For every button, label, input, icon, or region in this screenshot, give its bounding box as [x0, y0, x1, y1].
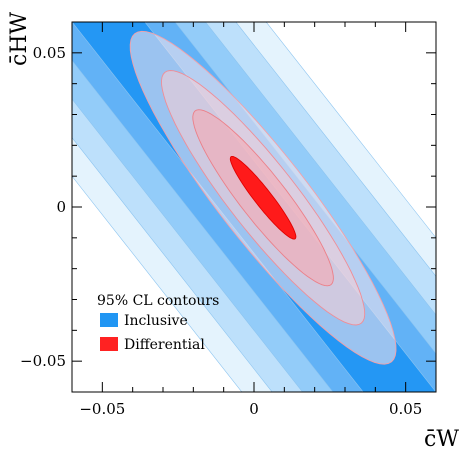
- x-axis-label: c̄W: [424, 427, 459, 452]
- legend-label-differential: Differential: [124, 337, 205, 353]
- axis-ticks: −0.05 0 0.05 −0.05 0 0.05: [20, 21, 437, 418]
- y-tick-label: −0.05: [20, 352, 66, 370]
- legend-title: 95% CL contours: [97, 293, 219, 309]
- legend-label-inclusive: Inclusive: [124, 313, 188, 329]
- differential-contour-4: [229, 155, 297, 240]
- x-tick-label: 0.05: [389, 400, 422, 418]
- legend-swatch-differential: [100, 337, 118, 351]
- legend-swatch-inclusive: [100, 313, 118, 327]
- x-tick-label: −0.05: [79, 400, 125, 418]
- legend: 95% CL contours Inclusive Differential: [97, 293, 219, 353]
- y-axis-label: c̄HW: [7, 11, 32, 66]
- x-tick-label: 0: [249, 400, 259, 418]
- y-tick-label: 0.05: [33, 44, 66, 62]
- y-tick-label: 0: [56, 198, 66, 216]
